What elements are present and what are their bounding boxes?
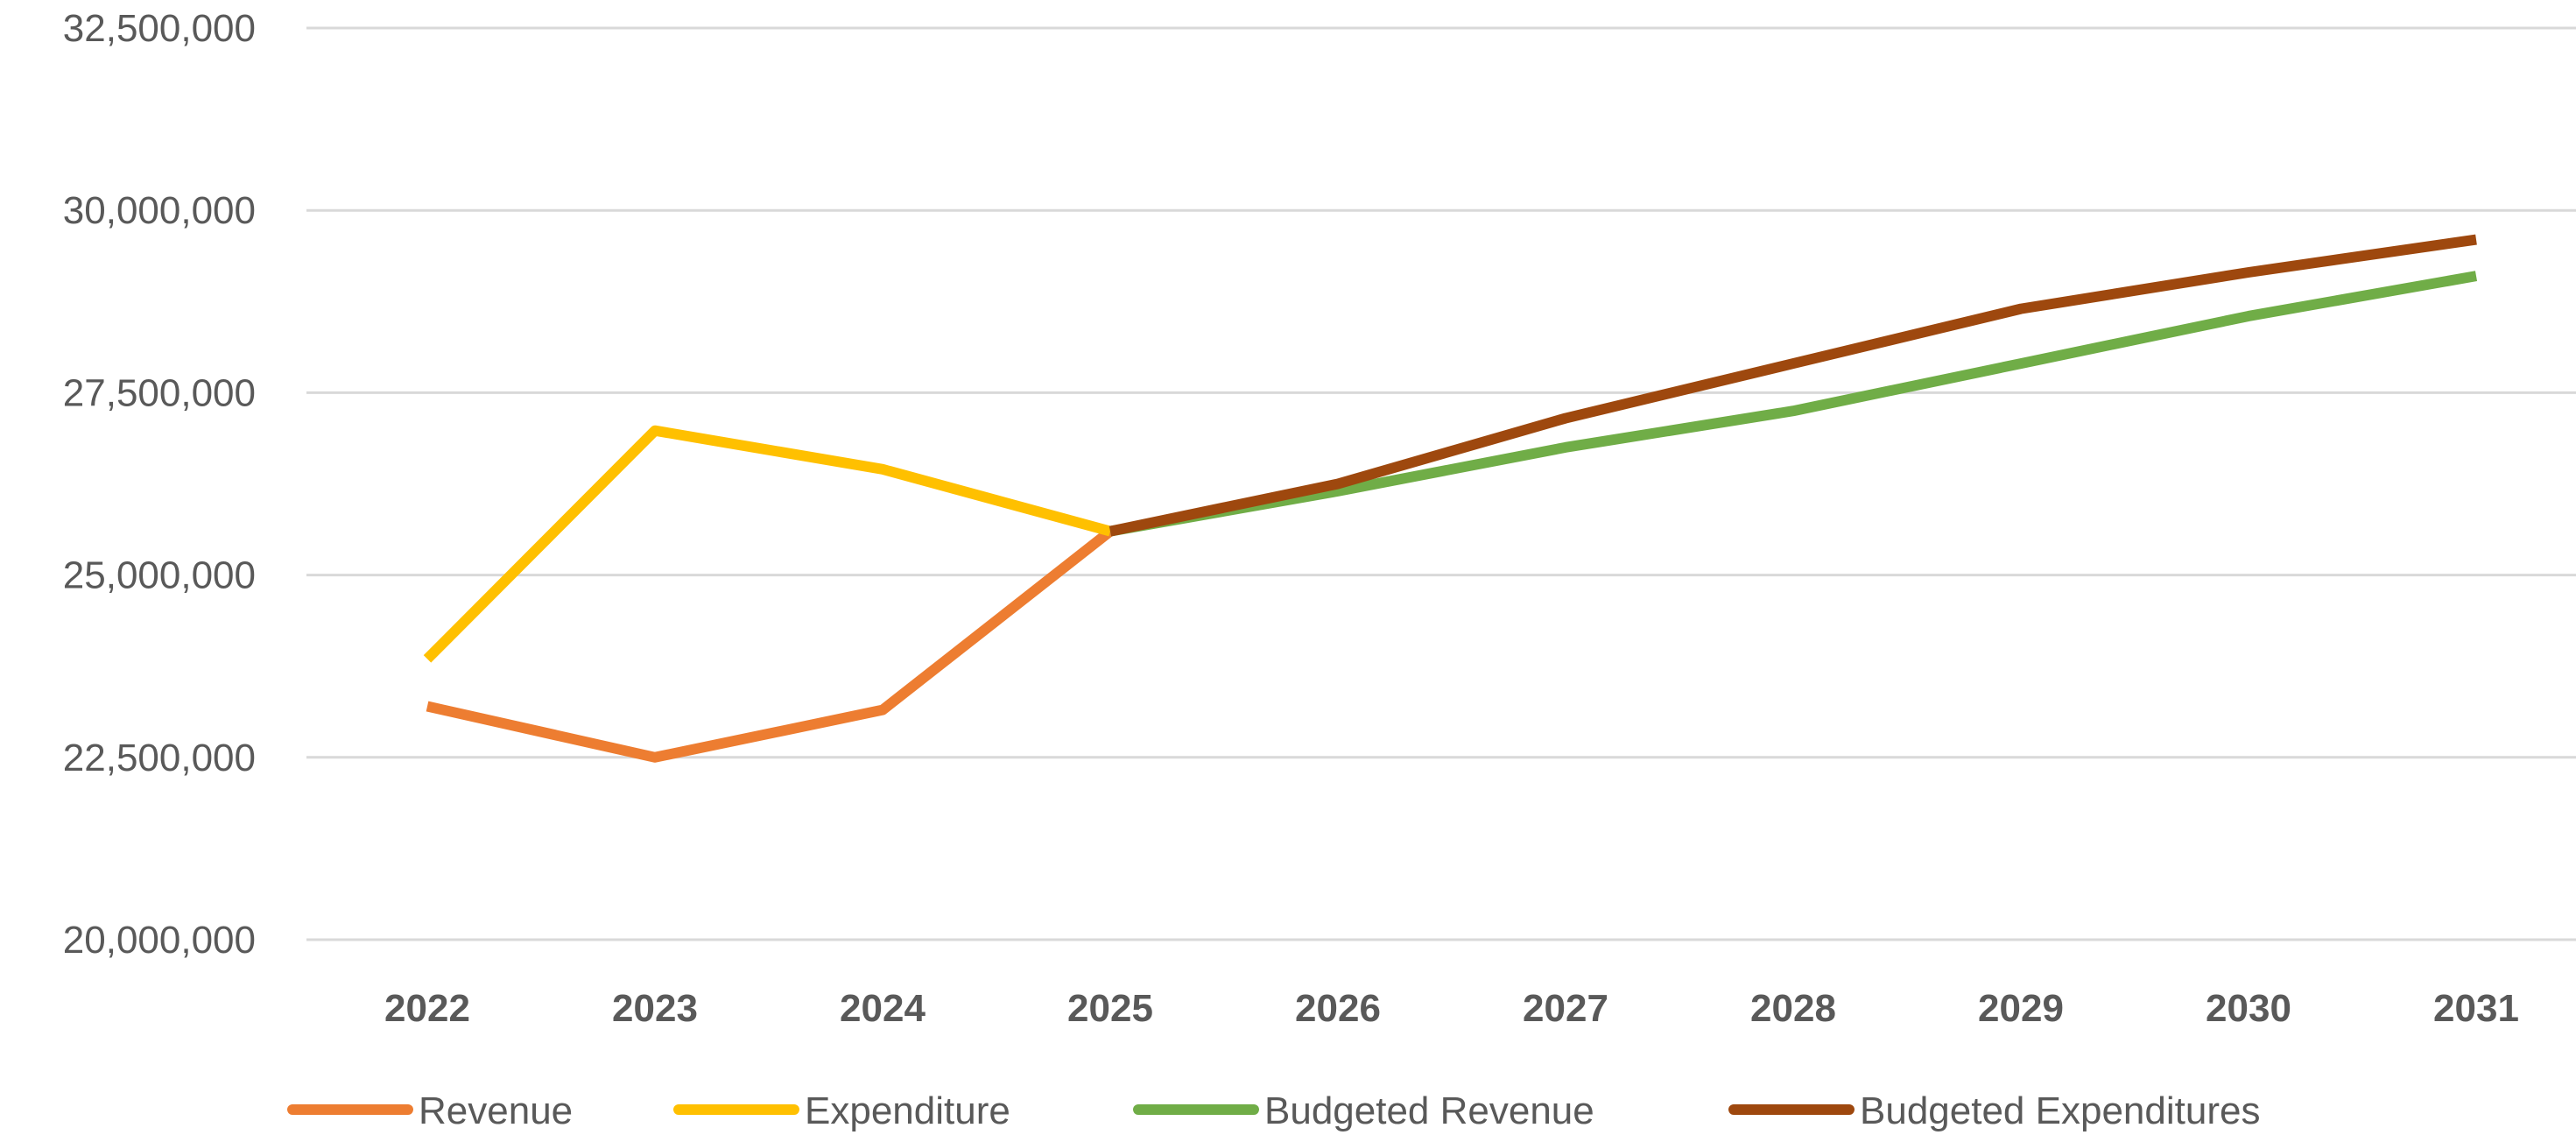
x-tick-label: 2029 <box>1978 987 2064 1030</box>
y-axis-tick-labels: 20,000,000 22,500,000 25,000,000 27,500,000… <box>63 7 256 962</box>
x-tick-label: 2022 <box>384 987 470 1030</box>
x-tick-label: 2024 <box>840 987 926 1030</box>
series-line-expenditure <box>423 425 1112 663</box>
y-tick-label: 30,000,000 <box>63 189 256 232</box>
legend-label-revenue: Revenue <box>419 1089 573 1132</box>
x-axis-tick-labels: 2022 2023 2024 2025 2026 2027 2028 2029 2030 2031 <box>384 987 2519 1030</box>
legend: Revenue Expenditure Budgeted Revenue Budget… <box>287 1089 2260 1132</box>
series-lines <box>423 234 2478 763</box>
x-tick-label: 2030 <box>2206 987 2291 1030</box>
x-tick-label: 2026 <box>1295 987 1381 1030</box>
series-line-budgeted-expenditures <box>1109 234 2477 537</box>
x-tick-label: 2023 <box>612 987 698 1030</box>
x-tick-label: 2027 <box>1523 987 1608 1030</box>
y-tick-label: 27,500,000 <box>63 371 256 414</box>
y-tick-label: 32,500,000 <box>63 7 256 50</box>
legend-label-budgeted-expenditures: Budgeted Expenditures <box>1860 1089 2260 1132</box>
x-tick-label: 2031 <box>2433 987 2519 1030</box>
y-tick-label: 20,000,000 <box>63 919 256 962</box>
legend-label-expenditure: Expenditure <box>805 1089 1010 1132</box>
x-tick-label: 2028 <box>1750 987 1836 1030</box>
x-tick-label: 2025 <box>1067 987 1153 1030</box>
y-tick-label: 22,500,000 <box>63 737 256 779</box>
y-tick-label: 25,000,000 <box>63 554 256 597</box>
series-line-budgeted-revenue <box>1109 271 2478 537</box>
legend-label-budgeted-revenue: Budgeted Revenue <box>1264 1089 1594 1132</box>
series-line-revenue <box>426 526 1114 763</box>
gridlines <box>306 26 2576 941</box>
